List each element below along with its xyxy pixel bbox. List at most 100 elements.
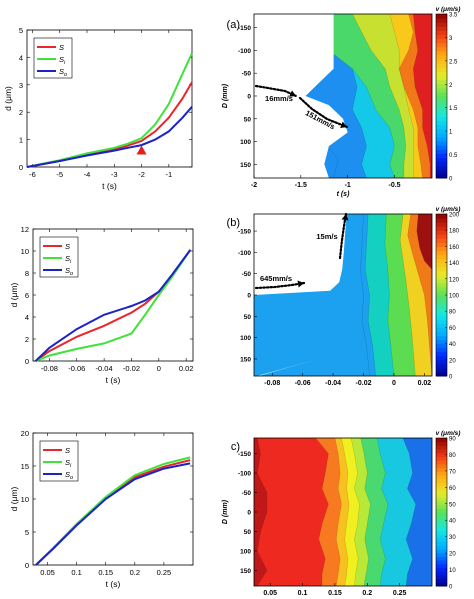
colorbar-cell	[436, 438, 447, 443]
colorbar-tick-label: 60	[449, 326, 456, 332]
colorbar-cell	[436, 63, 447, 68]
colorbar-cell	[436, 530, 447, 535]
colorbar-cell	[436, 355, 447, 361]
colorbar-tick-label: 40	[449, 342, 456, 348]
colorbar-cell	[436, 46, 447, 52]
y-tick-label: 100	[240, 548, 251, 555]
x-axis-label: t (s)	[102, 181, 117, 191]
colorbar-cell	[436, 441, 447, 446]
colorbar-cell	[436, 214, 447, 219]
colorbar-cell	[436, 38, 447, 44]
colorbar-cell	[436, 145, 447, 150]
contour-band-10	[402, 438, 432, 586]
colorbar-cell	[436, 96, 447, 101]
colorbar-cell	[436, 282, 447, 288]
colorbar-cell	[436, 486, 447, 491]
series-line-S_o	[26, 106, 193, 168]
colorbar-cell	[436, 14, 447, 19]
legend-label: Si	[65, 254, 72, 265]
colorbar-cell	[436, 347, 447, 353]
colorbar-cell	[436, 266, 447, 272]
contour-area	[254, 438, 432, 586]
series-line-S_i	[26, 52, 193, 168]
x-tick-label: -5	[56, 170, 63, 179]
y-tick-label: -100	[238, 250, 251, 257]
legend-label: S	[65, 242, 70, 251]
colorbar-tick-label: 200	[449, 213, 460, 219]
colorbar-cell	[436, 137, 447, 142]
colorbar-cell	[436, 537, 447, 543]
y-axis-label: D (mm)	[222, 83, 229, 108]
colorbar-cell	[436, 497, 447, 502]
colorbar-tick-label: 20	[449, 358, 456, 364]
colorbar-cell	[436, 467, 447, 472]
y-tick-label: 5	[19, 26, 23, 35]
colorbar-frame	[435, 437, 448, 587]
contour-chart-right-c: 0.050.10.150.20.25-150-100-50050100150t …	[222, 430, 460, 597]
colorbar-tick-label: 120	[449, 277, 460, 283]
colorbar-cell	[436, 523, 447, 528]
colorbar-cell	[436, 222, 447, 227]
colorbar-cell	[436, 116, 447, 122]
x-tick-label: 0	[157, 364, 161, 373]
x-tick-label: 0.05	[40, 568, 55, 577]
colorbar-cell	[436, 161, 447, 167]
colorbar-cell	[436, 124, 447, 130]
colorbar-tick-label: 70	[449, 469, 456, 475]
y-tick-label: 15	[21, 462, 29, 471]
x-tick-label: -0.04	[96, 364, 113, 373]
y-tick-label: 100	[240, 139, 251, 146]
colorbar-cell	[436, 549, 447, 554]
y-tick-label: 5	[25, 528, 29, 537]
x-tick-label: -0.02	[356, 380, 372, 387]
x-tick-label: 0.2	[130, 568, 140, 577]
colorbar-tick-label: 60	[449, 486, 456, 492]
colorbar-cell	[436, 141, 447, 146]
colorbar-cell	[436, 482, 447, 487]
colorbar-cell	[436, 508, 447, 513]
x-tick-label: 0.05	[263, 590, 277, 597]
x-axis-label: t (s)	[106, 579, 121, 589]
colorbar-tick-label: 1	[449, 130, 453, 136]
no-data-region	[254, 14, 348, 178]
legend-label: Si	[59, 55, 66, 66]
x-tick-label: -0.08	[41, 364, 58, 373]
colorbar-cell	[436, 104, 447, 109]
annotation-15m: 15m/s	[316, 232, 337, 241]
contour-chart-right-a: -2 -1.5 -1 -0.5 -150 -100 -50 0 50 100 150 t (s) D (…	[222, 6, 460, 198]
colorbar-cell	[436, 327, 447, 332]
colorbar-cell	[436, 128, 447, 134]
colorbar-cell	[436, 545, 447, 550]
colorbar-cell	[436, 67, 447, 72]
colorbar-tick-label: 0.5	[449, 153, 458, 159]
colorbar-tick-label: 3.5	[449, 13, 458, 19]
y-axis-label: D (mm)	[222, 499, 229, 524]
x-tick-label: 0.25	[393, 590, 407, 597]
colorbar-cell	[436, 571, 447, 576]
panel-label: c)	[231, 441, 240, 453]
y-tick-label: 0	[247, 510, 251, 517]
colorbar-cell	[436, 456, 447, 461]
colorbar-cell	[436, 574, 447, 580]
colorbar-cell	[436, 295, 447, 300]
y-tick-label: 10	[21, 495, 29, 504]
x-tick-label: 0.25	[157, 568, 172, 577]
colorbar-cell	[436, 42, 447, 48]
colorbar-tick-label: 10	[449, 568, 456, 574]
colorbar-cell	[436, 270, 447, 276]
y-tick-label: 1	[19, 136, 23, 145]
colorbar-tick-label: 0	[449, 177, 453, 183]
x-tick-label: -0.06	[295, 380, 311, 387]
y-tick-label: 10	[21, 247, 29, 256]
colorbar-cell	[436, 303, 447, 308]
colorbar-cell	[436, 371, 447, 377]
colorbar-cell	[436, 335, 447, 341]
colorbar-cell	[436, 319, 447, 324]
colorbar: 0 0.5 1 1.5 2 2.5 3 3.5v (μm/s)	[436, 6, 461, 183]
x-tick-label: -0.5	[388, 182, 400, 189]
colorbar-cell	[436, 238, 447, 243]
colorbar-cell	[436, 331, 447, 336]
